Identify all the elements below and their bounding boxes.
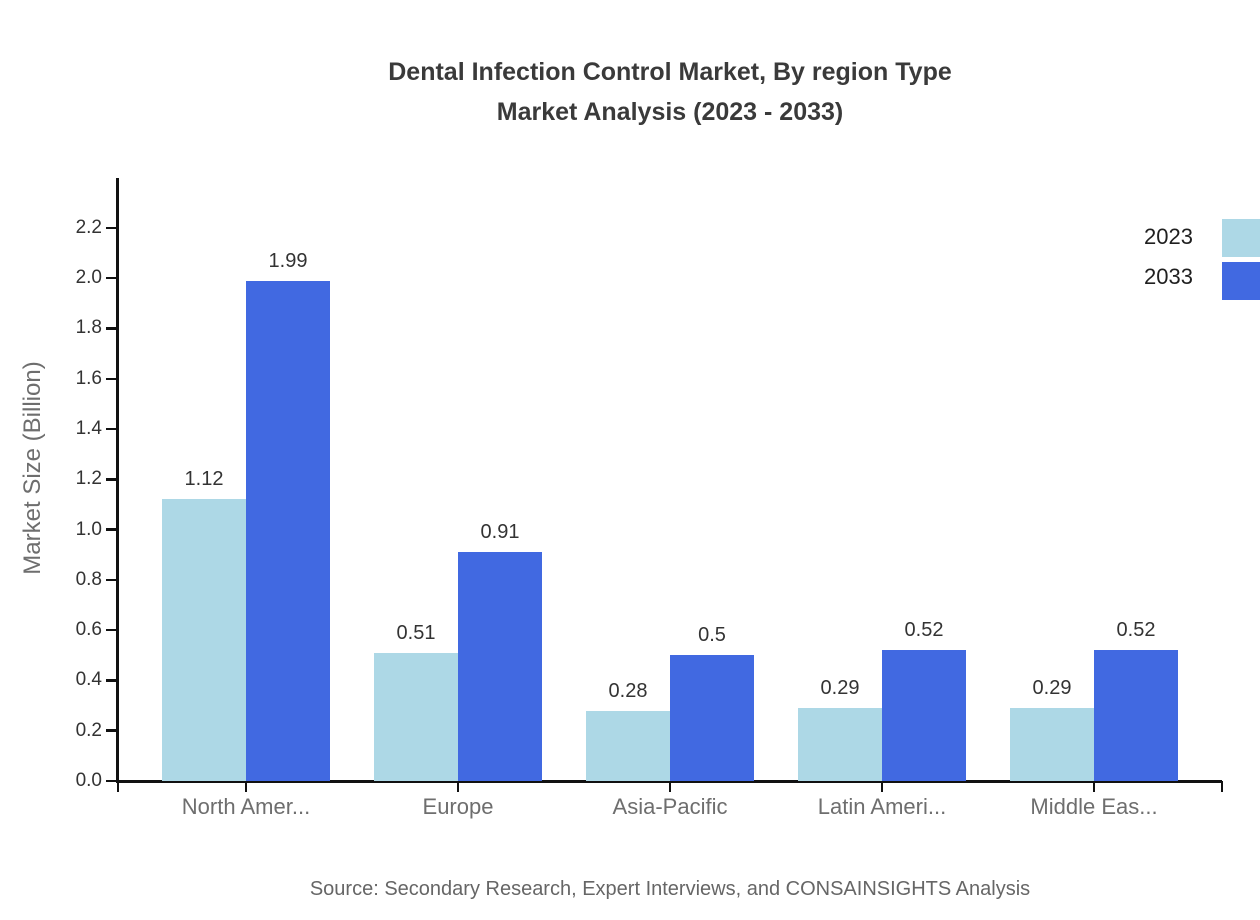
legend-label-2033: 2033 (1144, 264, 1193, 289)
legend-swatch-2023 (1222, 219, 1260, 257)
bar-2023-asia-pacific (586, 710, 670, 781)
bar-value-2033-middle-eas: 0.52 (1116, 619, 1156, 642)
chart-title-line1: Dental Infection Control Market, By regi… (388, 58, 952, 86)
chart-title-line2: Market Analysis (2023 - 2033) (496, 98, 844, 126)
y-tick-label-0.8: 0.8 (75, 568, 102, 590)
bar-value-2023-middle-eas: 0.29 (1032, 677, 1072, 700)
bar-2023-europe (374, 652, 458, 781)
chart-title: Dental Infection Control Market, By regi… (118, 52, 1222, 132)
bar-2033-middle-eas (1094, 650, 1178, 781)
bar-2033-europe (458, 552, 542, 781)
bar-2033-asia-pacific (670, 655, 754, 781)
x-category-label-north-amer: North Amer... (181, 794, 311, 819)
y-tick-label-0.4: 0.4 (75, 669, 102, 691)
y-tick-0.2 (106, 729, 116, 732)
y-tick-1.6 (106, 377, 116, 380)
bar-value-2023-latin-ameri: 0.29 (820, 677, 860, 700)
bar-2023-north-amer (162, 499, 246, 781)
x-tick-4 (880, 781, 884, 792)
legend-swatch-2033 (1222, 262, 1260, 300)
bar-2033-latin-ameri (882, 650, 966, 781)
y-tick-label-2.2: 2.2 (75, 216, 102, 238)
x-category-label-latin-ameri: Latin Ameri... (817, 794, 947, 819)
y-tick-label-0.6: 0.6 (75, 619, 102, 641)
y-tick-2.2 (106, 226, 116, 230)
y-tick-label-1.0: 1.0 (75, 518, 102, 540)
x-tick-6 (1220, 781, 1224, 792)
y-tick-1.0 (106, 528, 116, 531)
source-attribution: Source: Secondary Research, Expert Inter… (309, 878, 1031, 900)
x-tick-3 (668, 781, 672, 792)
bar-2033-north-amer (246, 280, 330, 781)
y-tick-label-2.0: 2.0 (75, 267, 102, 289)
bar-2023-middle-eas (1010, 708, 1094, 781)
y-tick-0.8 (106, 578, 116, 582)
y-axis-line (116, 178, 119, 782)
bar-2023-latin-ameri (798, 708, 882, 781)
x-tick-2 (456, 781, 460, 792)
y-tick-label-1.6: 1.6 (75, 367, 102, 389)
y-tick-2.0 (106, 276, 116, 280)
bar-value-2033-north-amer: 1.99 (268, 249, 308, 272)
y-tick-0.4 (106, 679, 116, 682)
x-tick-0 (116, 781, 120, 792)
y-tick-1.2 (106, 478, 116, 481)
x-tick-1 (244, 781, 248, 792)
bar-value-2023-asia-pacific: 0.28 (608, 679, 648, 702)
bar-value-2023-europe: 0.51 (396, 621, 436, 644)
y-tick-label-0.0: 0.0 (75, 770, 102, 791)
x-tick-5 (1092, 781, 1096, 792)
y-tick-0.6 (106, 628, 116, 632)
bar-value-2023-north-amer: 1.12 (184, 468, 224, 491)
bar-value-2033-europe: 0.91 (480, 521, 520, 544)
x-category-label-europe: Europe (422, 794, 494, 819)
y-tick-1.4 (106, 427, 116, 431)
y-tick-label-0.2: 0.2 (75, 719, 102, 741)
x-category-label-middle-eas: Middle Eas... (1030, 794, 1158, 819)
x-category-label-asia-pacific: Asia-Pacific (612, 794, 728, 819)
bar-value-2033-latin-ameri: 0.52 (904, 619, 944, 642)
bar-value-2033-asia-pacific: 0.5 (698, 624, 726, 647)
y-tick-1.8 (106, 327, 116, 330)
legend-label-2023: 2023 (1144, 224, 1193, 249)
y-tick-label-1.2: 1.2 (75, 468, 102, 490)
y-tick-label-1.4: 1.4 (75, 418, 102, 440)
y-tick-label-1.8: 1.8 (75, 317, 102, 339)
y-tick-0.0 (106, 779, 116, 783)
